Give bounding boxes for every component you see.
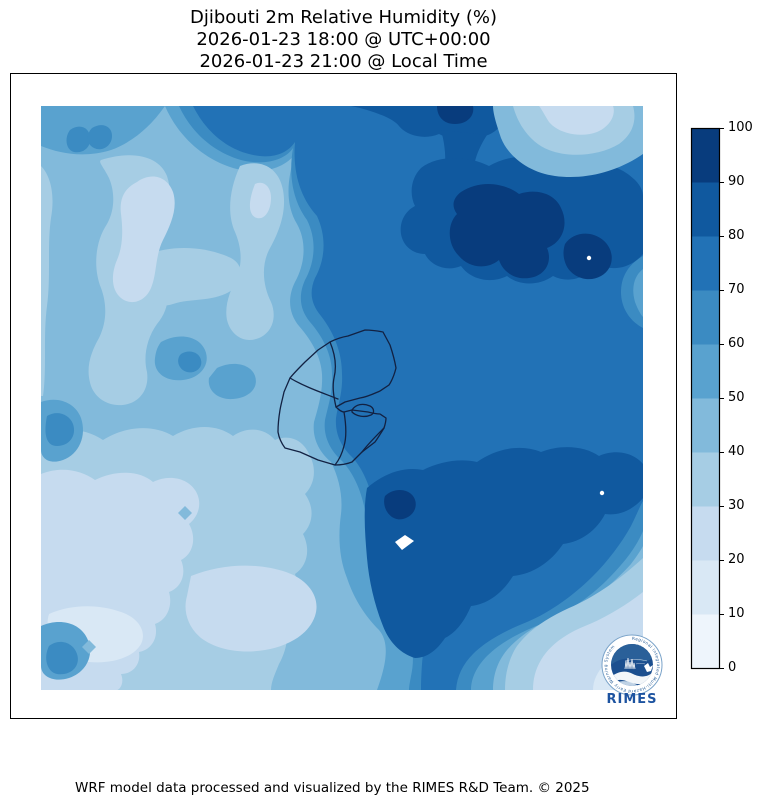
colorbar-tick-label: 40 <box>728 444 745 459</box>
colorbar-tick-label: 30 <box>728 498 745 513</box>
contour-region <box>449 183 565 279</box>
colorbar-tick-label: 80 <box>728 228 745 243</box>
colorbar-segment <box>691 506 720 561</box>
humidity-contour-map <box>41 106 643 690</box>
contour-region <box>87 125 112 150</box>
mask-speck <box>586 255 592 261</box>
colorbar-segment <box>691 344 720 399</box>
rimes-logo: Regional Integrated Multi-Hazard Early W… <box>601 634 663 696</box>
lake-mask <box>395 535 414 550</box>
contour-region <box>178 506 192 520</box>
contour-region <box>45 413 75 446</box>
contour-region <box>249 182 271 219</box>
djibouti-boundary-outline <box>277 329 397 466</box>
contour-region <box>539 106 614 135</box>
contour-region <box>82 640 96 654</box>
colorbar-segment <box>691 560 720 615</box>
colorbar-segment <box>691 182 720 237</box>
colorbar-ticks <box>719 128 724 669</box>
colorbar-tick-label: 10 <box>728 606 745 621</box>
colorbar-segment <box>691 398 720 453</box>
colorbar-tick-label: 20 <box>728 552 745 567</box>
colorbar-segment <box>691 236 720 291</box>
footer-credit: WRF model data processed and visualized … <box>75 780 590 796</box>
contour-region <box>41 166 53 396</box>
contour-region <box>66 126 91 153</box>
chart-subtitle-local: 2026-01-23 21:00 @ Local Time <box>199 51 488 72</box>
contour-region <box>139 247 241 306</box>
contour-region <box>46 641 78 675</box>
colorbar-tick-label: 100 <box>728 120 753 135</box>
colorbar-segment <box>691 290 720 345</box>
colorbar-tick-label: 90 <box>728 174 745 189</box>
colorbar <box>690 127 724 670</box>
rimes-logo-label: RIMES <box>606 692 658 707</box>
mask-speck <box>599 490 605 496</box>
contour-region <box>364 447 643 658</box>
colorbar-segment <box>691 128 720 183</box>
contour-region <box>185 565 317 652</box>
colorbar-tick-label: 70 <box>728 282 745 297</box>
logo-scene <box>611 644 653 686</box>
contour-region <box>633 269 643 317</box>
chart-subtitle-utc: 2026-01-23 18:00 @ UTC+00:00 <box>196 29 491 50</box>
colorbar-segment <box>691 614 720 669</box>
contour-region <box>178 351 202 373</box>
contour-region <box>208 363 256 400</box>
colorbar-tick-label: 60 <box>728 336 745 351</box>
colorbar-segment <box>691 452 720 507</box>
colorbar-tick-label: 0 <box>728 660 737 675</box>
contour-region <box>112 176 175 303</box>
chart-title: Djibouti 2m Relative Humidity (%) <box>190 7 497 28</box>
contour-region <box>621 256 643 328</box>
contour-region <box>437 106 474 124</box>
contour-region <box>384 490 416 520</box>
colorbar-tick-label: 50 <box>728 390 745 405</box>
